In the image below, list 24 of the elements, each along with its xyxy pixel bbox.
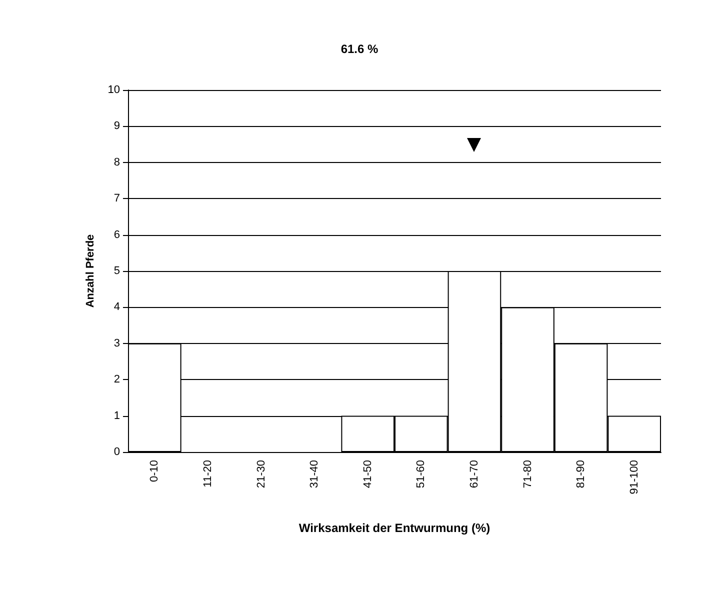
x-tick-label: 21-30 <box>255 460 268 488</box>
y-tick-label: 6 <box>114 228 120 241</box>
y-tick-label: 3 <box>114 337 120 350</box>
y-tick-label: 5 <box>114 265 120 277</box>
x-tick-label: 31-40 <box>308 460 321 488</box>
y-tick-label: 0 <box>114 446 120 458</box>
y-tick-label: 2 <box>114 374 120 386</box>
y-tick-label: 7 <box>114 192 120 205</box>
x-tick-label: 71-80 <box>522 460 534 488</box>
x-tick-label: 91-100 <box>628 460 640 494</box>
y-tick-label: 8 <box>114 156 120 168</box>
y-axis-title: Anzahl Pferde <box>84 234 96 308</box>
x-axis-title: Wirksamkeit der Entwurmung (%) <box>298 521 490 535</box>
chart-title: 61.6 % <box>340 42 379 56</box>
x-tick-label: 61-70 <box>468 460 480 488</box>
x-tick-label: 41-50 <box>362 460 374 488</box>
y-tick-label: 4 <box>114 301 120 314</box>
x-tick-label: 81-90 <box>575 460 588 488</box>
y-tick-label: 1 <box>114 410 120 422</box>
x-tick-label: 51-60 <box>415 460 428 488</box>
y-tick-label: 10 <box>108 84 120 96</box>
x-tick-label: 0-10 <box>148 460 161 482</box>
y-tick-label: 9 <box>114 120 120 132</box>
x-tick-label: 11-20 <box>202 460 214 488</box>
